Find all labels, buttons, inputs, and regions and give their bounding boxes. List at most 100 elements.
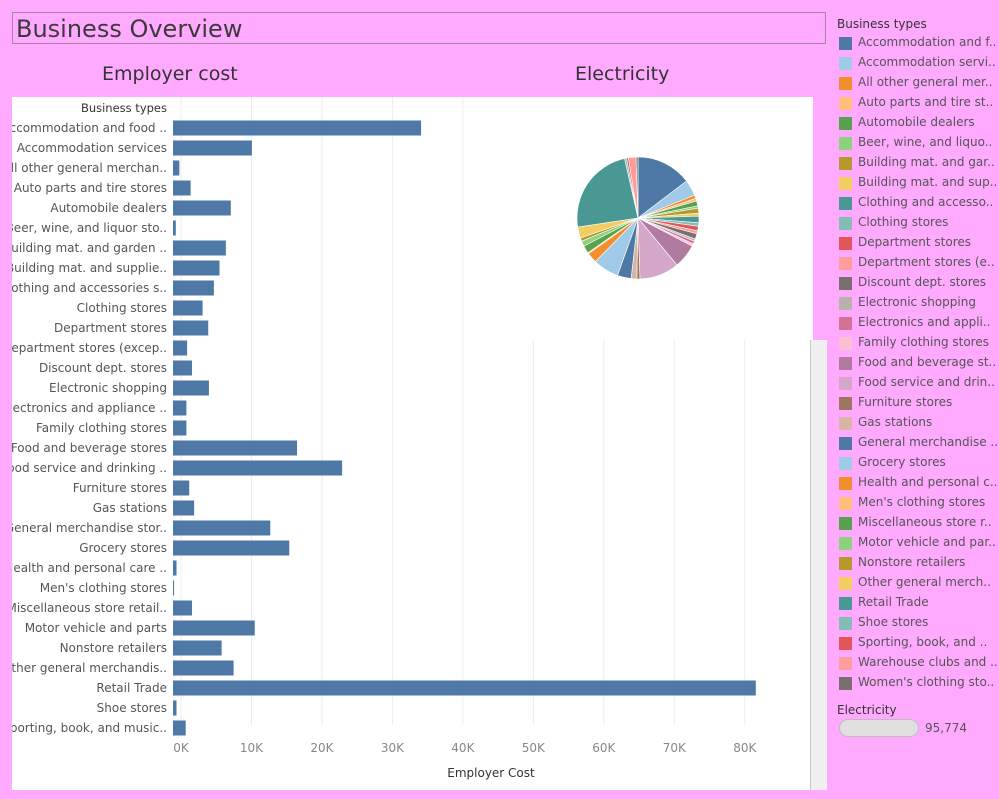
legend-item[interactable]: All other general mer.. (838, 74, 998, 94)
bar[interactable] (173, 300, 203, 316)
legend-item[interactable]: Grocery stores (838, 454, 998, 474)
bar[interactable] (173, 520, 271, 536)
bar[interactable] (173, 340, 188, 356)
pie-slice[interactable] (576, 158, 639, 228)
legend-item[interactable]: Automobile dealers (838, 114, 998, 134)
pie-slice[interactable] (635, 156, 639, 219)
legend-label: Automobile dealers (858, 115, 975, 129)
bar[interactable] (173, 600, 193, 616)
legend-label: Other general merch.. (858, 575, 991, 589)
category-label: Electronics and appliance .. (12, 401, 167, 415)
legend-item[interactable]: Furniture stores (838, 394, 998, 414)
bar[interactable] (173, 480, 190, 496)
legend-item[interactable]: Discount dept. stores (838, 274, 998, 294)
legend-item[interactable]: Clothing and accesso.. (838, 194, 998, 214)
bar[interactable] (173, 280, 214, 296)
category-label: Beer, wine, and liquor sto.. (12, 221, 167, 235)
legend-item[interactable]: Gas stations (838, 414, 998, 434)
bar[interactable] (173, 500, 195, 516)
legend-label: Food service and drin.. (858, 375, 995, 389)
vertical-scrollbar[interactable] (810, 340, 827, 790)
bar[interactable] (173, 660, 234, 676)
legend-item[interactable]: Warehouse clubs and .. (838, 654, 998, 674)
legend-item[interactable]: Electronics and appli.. (838, 314, 998, 334)
legend-label: Discount dept. stores (858, 275, 987, 289)
bar[interactable] (173, 140, 252, 156)
legend-item[interactable]: Motor vehicle and par.. (838, 534, 998, 554)
bar[interactable] (173, 720, 186, 736)
category-label: Other general merchandis.. (12, 661, 167, 675)
x-tick-label: 50K (522, 741, 546, 755)
bar[interactable] (173, 160, 180, 176)
bar[interactable] (173, 220, 176, 236)
bar[interactable] (173, 380, 209, 396)
legend-label: Building mat. and gar.. (858, 155, 995, 169)
legend-item[interactable]: General merchandise .. (838, 434, 998, 454)
legend-swatch (839, 277, 852, 290)
bar[interactable] (173, 180, 191, 196)
bar[interactable] (173, 700, 177, 716)
legend-label: Miscellaneous store r.. (858, 515, 992, 529)
x-tick-label: 80K (733, 741, 757, 755)
legend-swatch (839, 677, 852, 690)
bar[interactable] (173, 620, 255, 636)
legend-item[interactable]: Shoe stores (838, 614, 998, 634)
pie-slice[interactable] (637, 156, 687, 219)
legend-swatch (839, 157, 852, 170)
legend-swatch (839, 117, 852, 130)
bar[interactable] (173, 440, 298, 456)
legend-item[interactable]: Auto parts and tire st.. (838, 94, 998, 114)
legend-item[interactable]: Clothing stores (838, 214, 998, 234)
bar[interactable] (173, 240, 226, 256)
bar[interactable] (173, 560, 177, 576)
dashboard-title: Business Overview (16, 15, 243, 43)
bar[interactable] (173, 320, 209, 336)
legend-item[interactable]: Retail Trade (838, 594, 998, 614)
legend-label: Accommodation servi.. (858, 55, 996, 69)
bar[interactable] (173, 540, 290, 556)
legend-item[interactable]: Nonstore retailers (838, 554, 998, 574)
bar[interactable] (173, 680, 756, 696)
category-label: Food service and drinking .. (12, 461, 167, 475)
bar[interactable] (173, 200, 231, 216)
legend-item[interactable]: Sporting, book, and .. (838, 634, 998, 654)
legend-item[interactable]: Other general merch.. (838, 574, 998, 594)
legend-swatch (839, 197, 852, 210)
legend-swatch (839, 497, 852, 510)
legend-item[interactable]: Building mat. and gar.. (838, 154, 998, 174)
legend-swatch (839, 257, 852, 270)
legend-label: Warehouse clubs and .. (858, 655, 998, 669)
legend-swatch (839, 597, 852, 610)
category-label: Clothing and accessories s.. (12, 281, 167, 295)
legend-item[interactable]: Electronic shopping (838, 294, 998, 314)
legend-swatch (839, 337, 852, 350)
legend-item[interactable]: Food and beverage st.. (838, 354, 998, 374)
legend-item[interactable]: Accommodation and f.. (838, 34, 998, 54)
legend-item[interactable]: Men's clothing stores (838, 494, 998, 514)
legend-item[interactable]: Women's clothing sto.. (838, 674, 998, 694)
legend-item[interactable]: Department stores (e.. (838, 254, 998, 274)
legend-item[interactable]: Food service and drin.. (838, 374, 998, 394)
bar[interactable] (173, 460, 343, 476)
legend-item[interactable]: Miscellaneous store r.. (838, 514, 998, 534)
legend-item[interactable]: Department stores (838, 234, 998, 254)
bar[interactable] (173, 580, 175, 596)
bar[interactable] (173, 360, 193, 376)
legend-swatch (839, 137, 852, 150)
bar-chart: 0K 10K 20K 30K 40K 50K 60K 70K 80K Business types… (0, 97, 757, 780)
legend-item[interactable]: Accommodation servi.. (838, 54, 998, 74)
bar[interactable] (173, 420, 187, 436)
bar[interactable] (173, 120, 422, 136)
bar[interactable] (173, 260, 220, 276)
legend-item[interactable]: Health and personal c.. (838, 474, 998, 494)
legend-item[interactable]: Family clothing stores (838, 334, 998, 354)
legend-label: Auto parts and tire st.. (858, 95, 994, 109)
legend-swatch (839, 617, 852, 630)
category-label: Furniture stores (73, 481, 167, 495)
legend-item[interactable]: Building mat. and sup.. (838, 174, 998, 194)
legend-swatch (839, 637, 852, 650)
bar[interactable] (173, 400, 187, 416)
legend-swatch (839, 657, 852, 670)
bar[interactable] (173, 640, 222, 656)
legend-item[interactable]: Beer, wine, and liquo.. (838, 134, 998, 154)
